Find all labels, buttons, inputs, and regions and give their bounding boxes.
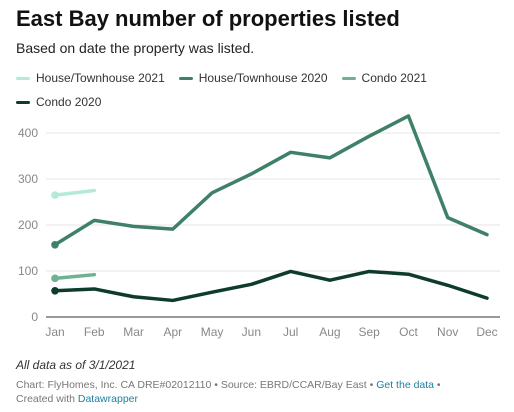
y-tick-label: 400	[18, 126, 38, 140]
source-text: Chart: FlyHomes, Inc. CA DRE#02012110 • …	[16, 379, 377, 391]
chart-credits: Chart: FlyHomes, Inc. CA DRE#02012110 • …	[16, 378, 441, 406]
series-line	[53, 272, 97, 281]
data-note: All data as of 3/1/2021	[16, 358, 136, 372]
legend-item: Condo 2020	[16, 94, 101, 110]
legend: House/Townhouse 2021 House/Townhouse 2020…	[16, 70, 506, 110]
series-line	[53, 188, 97, 197]
datawrapper-link[interactable]: Datawrapper	[77, 393, 138, 405]
x-tick-label: Aug	[319, 325, 340, 339]
legend-item: Condo 2021	[341, 70, 427, 86]
chart-title: East Bay number of properties listed	[16, 6, 400, 31]
legend-item: House/Townhouse 2021	[16, 70, 165, 86]
x-tick-label: Jan	[45, 325, 64, 339]
series-start-point	[51, 274, 59, 283]
source-separator: •	[434, 379, 441, 391]
line-chart: 0 100 200 300 400 Jan Feb Mar Apr May Jun Jul Aug Sep…	[18, 114, 500, 339]
series-line	[53, 269, 489, 303]
legend-swatch	[178, 76, 193, 80]
legend-swatch	[16, 100, 30, 104]
legend-label: Condo 2020	[36, 95, 102, 109]
y-tick-label: 200	[18, 218, 38, 232]
created-with-text: Created with	[16, 393, 78, 405]
series-line	[53, 114, 489, 247]
x-tick-label: Oct	[399, 325, 418, 339]
series-start-point	[51, 240, 59, 249]
x-tick-label: Jul	[283, 325, 298, 339]
legend-swatch	[341, 76, 356, 80]
x-tick-label: Mar	[123, 325, 144, 339]
chart-subtitle: Based on date the property was listed.	[16, 40, 255, 56]
legend-swatch	[16, 76, 30, 80]
x-tick-label: Nov	[437, 325, 458, 339]
get-the-data-link[interactable]: Get the data	[376, 379, 435, 391]
series-start-point	[51, 191, 59, 199]
legend-item: House/Townhouse 2020	[178, 70, 328, 86]
y-tick-label: 0	[31, 310, 38, 324]
x-tick-label: Dec	[476, 325, 497, 339]
y-tick-label: 100	[18, 264, 38, 278]
series-start-point	[51, 286, 59, 295]
legend-label: Condo 2021	[361, 71, 427, 85]
x-tick-label: Apr	[163, 325, 182, 339]
legend-label: House/Townhouse 2021	[36, 71, 165, 85]
legend-label: House/Townhouse 2020	[198, 71, 328, 85]
y-tick-label: 300	[18, 172, 38, 186]
x-tick-label: Jun	[242, 325, 261, 339]
x-tick-label: Feb	[84, 325, 105, 339]
x-tick-label: May	[201, 325, 224, 339]
x-tick-label: Sep	[359, 325, 381, 339]
